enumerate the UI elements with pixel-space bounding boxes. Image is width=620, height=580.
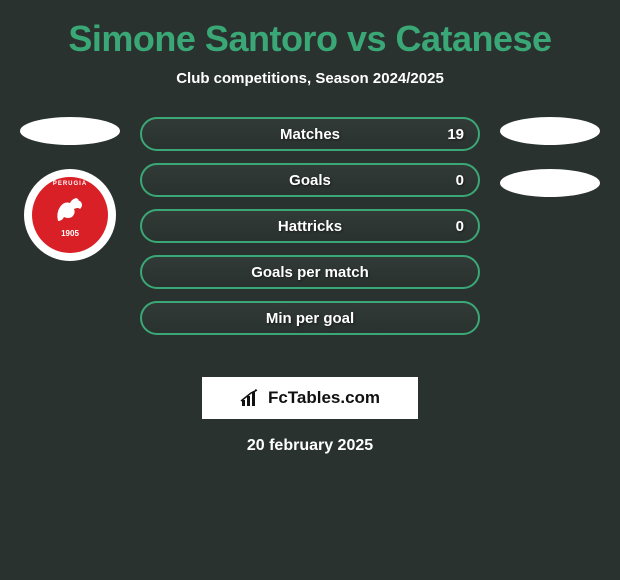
stat-label: Goals per match — [251, 264, 369, 281]
brand-badge[interactable]: FcTables.com — [202, 377, 418, 419]
stat-value: 0 — [456, 172, 464, 189]
page-subtitle: Club competitions, Season 2024/2025 — [0, 70, 620, 87]
club-crest-placeholder — [500, 169, 600, 197]
griffin-icon — [50, 193, 90, 227]
left-player-column: PERUGIA 1905 — [10, 117, 130, 261]
stats-center-column: Matches 19 Goals 0 Hattricks 0 Goals per… — [140, 117, 480, 347]
stat-value: 19 — [447, 126, 464, 143]
stat-label: Hattricks — [278, 218, 342, 235]
player-photo-placeholder — [20, 117, 120, 145]
player-photo-placeholder — [500, 117, 600, 145]
stat-label: Min per goal — [266, 310, 354, 327]
comparison-infographic: Simone Santoro vs Catanese Club competit… — [0, 0, 620, 465]
crest-year: 1905 — [61, 229, 79, 238]
right-player-column — [490, 117, 610, 221]
crest-club-name: PERUGIA — [53, 181, 87, 187]
stats-area: PERUGIA 1905 Matches 19 Goals 0 Hattrick — [0, 117, 620, 367]
stat-row-hattricks: Hattricks 0 — [140, 209, 480, 243]
crest-shield: PERUGIA 1905 — [32, 177, 108, 253]
stat-label: Matches — [280, 126, 340, 143]
date-text: 20 february 2025 — [0, 437, 620, 455]
stat-row-goals-per-match: Goals per match — [140, 255, 480, 289]
stat-row-goals: Goals 0 — [140, 163, 480, 197]
stat-row-min-per-goal: Min per goal — [140, 301, 480, 335]
club-crest: PERUGIA 1905 — [24, 169, 116, 261]
stat-value: 0 — [456, 218, 464, 235]
stat-row-matches: Matches 19 — [140, 117, 480, 151]
bar-chart-icon — [240, 388, 262, 408]
stat-label: Goals — [289, 172, 331, 189]
brand-text: FcTables.com — [268, 388, 380, 408]
page-title: Simone Santoro vs Catanese — [0, 18, 620, 60]
